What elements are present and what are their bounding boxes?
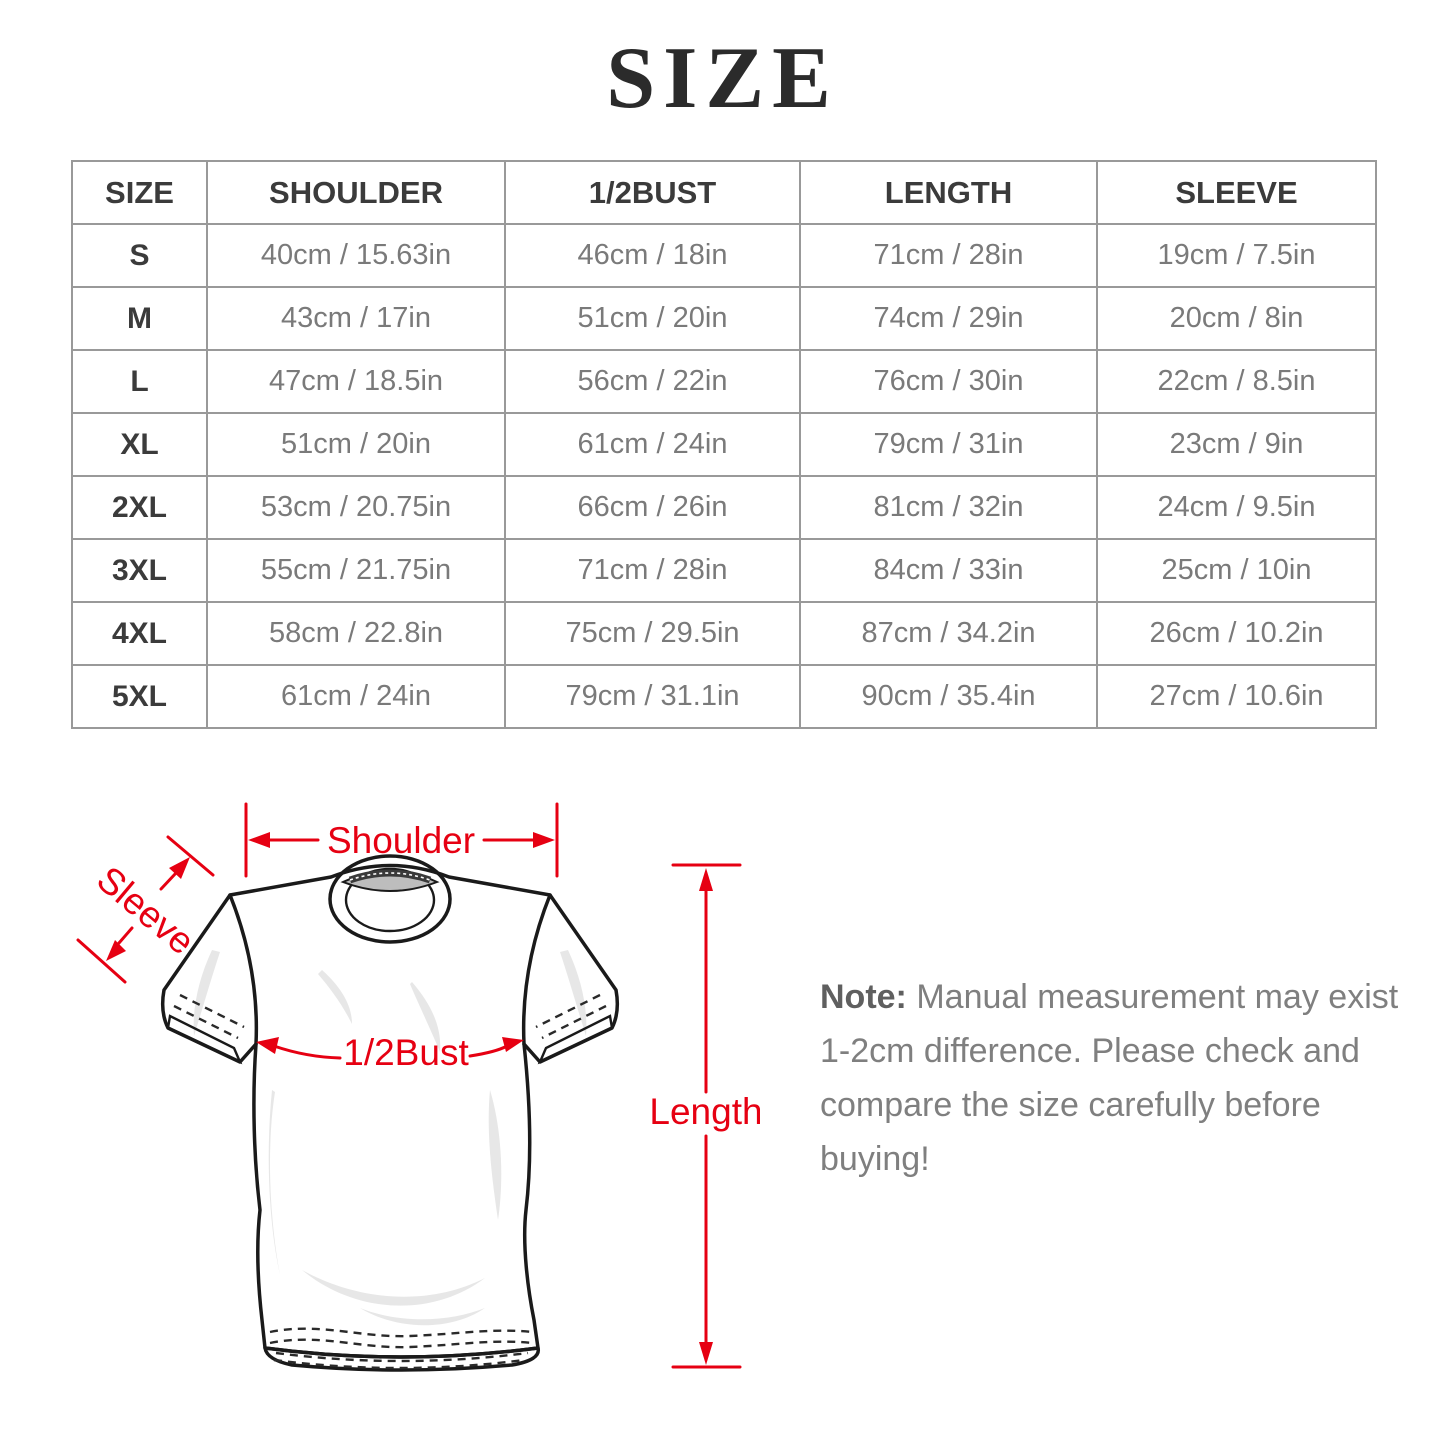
size-table: SIZE SHOULDER 1/2BUST LENGTH SLEEVE S 40… (71, 160, 1377, 729)
note-text: Manual measurement may exist 1-2cm diffe… (820, 978, 1399, 1178)
wrinkle-shading (193, 950, 587, 1326)
cell-length: 90cm / 35.4in (799, 664, 1098, 729)
bottom-hem (263, 1327, 540, 1372)
cell-bust: 79cm / 31.1in (504, 664, 801, 729)
cell-sleeve: 22cm / 8.5in (1096, 349, 1377, 414)
cell-sleeve: 27cm / 10.6in (1096, 664, 1377, 729)
bust-label: 1/2Bust (343, 1032, 469, 1073)
col-header-shoulder: SHOULDER (206, 160, 506, 225)
cell-length: 74cm / 29in (799, 286, 1098, 351)
bust-measure: 1/2Bust (256, 1032, 524, 1073)
length-measure: Length (649, 863, 763, 1369)
cell-sleeve: 23cm / 9in (1096, 412, 1377, 477)
cell-size: 4XL (71, 601, 208, 666)
cell-size: XL (71, 412, 208, 477)
cell-size: 2XL (71, 475, 208, 540)
cell-shoulder: 61cm / 24in (206, 664, 506, 729)
cell-length: 79cm / 31in (799, 412, 1098, 477)
table-header-row: SIZE SHOULDER 1/2BUST LENGTH SLEEVE (71, 160, 1377, 225)
table-row: 2XL 53cm / 20.75in 66cm / 26in 81cm / 32… (71, 475, 1377, 540)
col-header-length: LENGTH (799, 160, 1098, 225)
table-row: 4XL 58cm / 22.8in 75cm / 29.5in 87cm / 3… (71, 601, 1377, 666)
cell-length: 84cm / 33in (799, 538, 1098, 603)
table-row: S 40cm / 15.63in 46cm / 18in 71cm / 28in… (71, 223, 1377, 288)
shoulder-measure: Shoulder (244, 802, 559, 878)
cell-shoulder: 55cm / 21.75in (206, 538, 506, 603)
cell-bust: 51cm / 20in (504, 286, 801, 351)
length-label: Length (649, 1091, 760, 1132)
left-sleeve-hem (166, 1014, 243, 1065)
cell-bust: 66cm / 26in (504, 475, 801, 540)
cell-length: 76cm / 30in (799, 349, 1098, 414)
table-row: 5XL 61cm / 24in 79cm / 31.1in 90cm / 35.… (71, 664, 1377, 729)
page-title: SIZE (606, 30, 839, 127)
cell-bust: 71cm / 28in (504, 538, 801, 603)
cell-shoulder: 58cm / 22.8in (206, 601, 506, 666)
cell-size: 3XL (71, 538, 208, 603)
col-header-size: SIZE (71, 160, 208, 225)
cell-length: 81cm / 32in (799, 475, 1098, 540)
cell-bust: 75cm / 29.5in (504, 601, 801, 666)
cell-size: S (71, 223, 208, 288)
cell-sleeve: 24cm / 9.5in (1096, 475, 1377, 540)
collar (328, 854, 452, 944)
shoulder-label: Shoulder (327, 820, 475, 861)
cell-shoulder: 47cm / 18.5in (206, 349, 506, 414)
tshirt-body (160, 854, 620, 1372)
cell-shoulder: 43cm / 17in (206, 286, 506, 351)
cell-shoulder: 40cm / 15.63in (206, 223, 506, 288)
sleeve-measure: Sleeve (76, 835, 215, 984)
table-row: M 43cm / 17in 51cm / 20in 74cm / 29in 20… (71, 286, 1377, 351)
right-armhole-seam (521, 893, 552, 1046)
tshirt-drawing: Shoulder Sleeve 1/2Bust (76, 802, 763, 1372)
note-label: Note: (820, 978, 907, 1016)
cell-length: 71cm / 28in (799, 223, 1098, 288)
cell-sleeve: 26cm / 10.2in (1096, 601, 1377, 666)
cell-sleeve: 25cm / 10in (1096, 538, 1377, 603)
cell-bust: 56cm / 22in (504, 349, 801, 414)
left-armhole-seam (228, 893, 259, 1046)
cell-size: L (71, 349, 208, 414)
table-row: XL 51cm / 20in 61cm / 24in 79cm / 31in 2… (71, 412, 1377, 477)
col-header-bust: 1/2BUST (504, 160, 801, 225)
cell-size: M (71, 286, 208, 351)
sleeve-label: Sleeve (89, 858, 202, 962)
cell-size: 5XL (71, 664, 208, 729)
measurement-note: Note: Manual measurement may exist 1-2cm… (820, 970, 1420, 1186)
right-sleeve-hem (537, 1014, 614, 1065)
table-row: L 47cm / 18.5in 56cm / 22in 76cm / 30in … (71, 349, 1377, 414)
table-row: 3XL 55cm / 21.75in 71cm / 28in 84cm / 33… (71, 538, 1377, 603)
cell-sleeve: 19cm / 7.5in (1096, 223, 1377, 288)
cell-length: 87cm / 34.2in (799, 601, 1098, 666)
tshirt-measurement-diagram: Shoulder Sleeve 1/2Bust (60, 800, 763, 1445)
cell-bust: 46cm / 18in (504, 223, 801, 288)
cell-bust: 61cm / 24in (504, 412, 801, 477)
col-header-sleeve: SLEEVE (1096, 160, 1377, 225)
cell-sleeve: 20cm / 8in (1096, 286, 1377, 351)
cell-shoulder: 53cm / 20.75in (206, 475, 506, 540)
cell-shoulder: 51cm / 20in (206, 412, 506, 477)
